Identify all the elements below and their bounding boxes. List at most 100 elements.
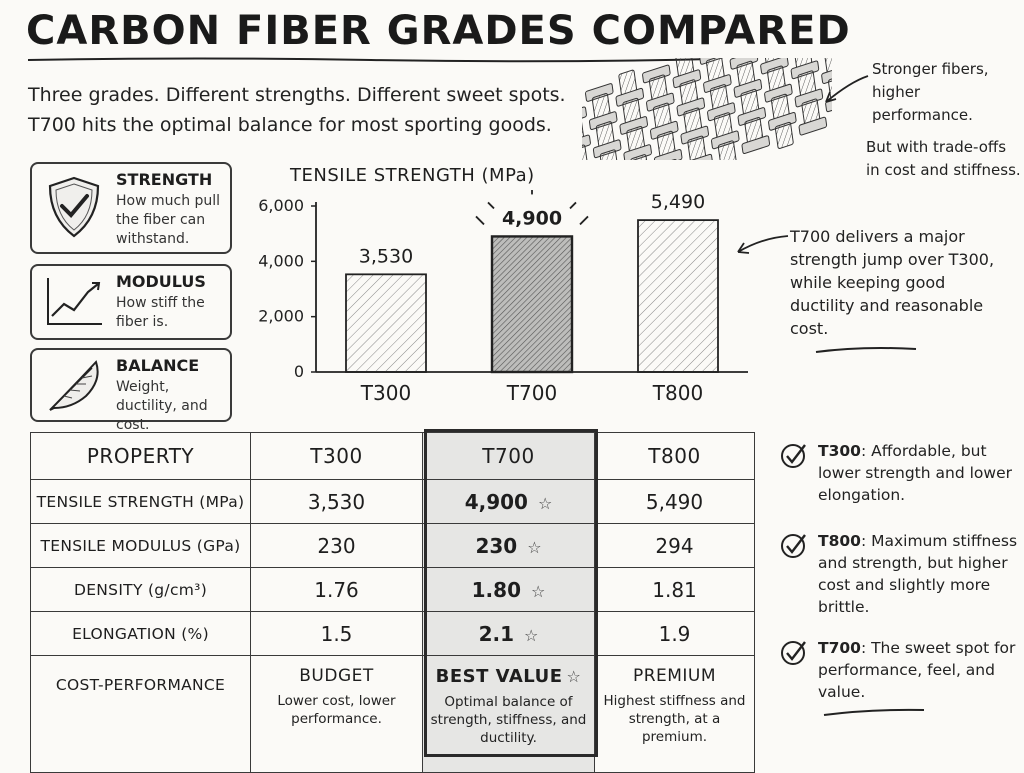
cell-t700: BEST VALUE ☆ Optimal balance of strength,… (422, 655, 595, 773)
summary-item-t700: T700: The sweet spot for performance, fe… (780, 637, 1018, 703)
arrow-icon (825, 75, 869, 103)
table-row: DENSITY (g/cm³) 1.76 1.80 ☆ 1.81 (30, 567, 755, 612)
bar-value-label: 5,490 (651, 191, 705, 213)
weave-tile (717, 140, 737, 160)
weave-tile (741, 135, 771, 155)
cell-t800: 294 (594, 523, 755, 568)
cell-t700-value: 4,900 (464, 489, 528, 514)
modulus-card-title: MODULUS (116, 272, 206, 291)
cost-tier-t300: BUDGET (299, 666, 374, 686)
weave-tile (824, 58, 832, 75)
cost-desc-t700: Optimal balance of strength, stiffness, … (430, 694, 587, 746)
summary-name: T300 (818, 442, 861, 460)
summary-item-t300: T300: Affordable, but lower strength and… (780, 440, 1018, 506)
title-underline (27, 57, 713, 63)
summary-text: : Maximum stiffness and strength, but hi… (818, 532, 1018, 616)
table-row: TENSILE MODULUS (GPa) 230 230 ☆ 294 (30, 523, 755, 568)
star-icon: ☆ (531, 581, 546, 601)
carbon-weave-illustration (582, 58, 832, 160)
weave-tile (825, 93, 832, 113)
summary-name: T700 (818, 639, 861, 657)
weave-tile (774, 121, 794, 149)
summary-item-t800: T800: Maximum stiffness and strength, bu… (780, 530, 1018, 618)
balance-card-desc: Weight, ductility, and cost. (116, 379, 208, 433)
weave-tile (821, 65, 832, 84)
y-tick-label: 2,000 (258, 307, 304, 326)
cell-t800: 5,490 (594, 479, 755, 524)
cell-t300: 230 (250, 523, 423, 568)
cell-t700: 2.1 ☆ (422, 611, 595, 656)
x-tick-label: T300 (360, 381, 411, 405)
cell-t700: 4,900 ☆ (422, 479, 595, 524)
summary-name: T800 (818, 532, 861, 550)
weave-tile (687, 135, 707, 160)
header-t800: T800 (594, 432, 755, 480)
weave-tile (798, 116, 828, 136)
cell-t700-value: 2.1 (478, 621, 515, 646)
weave-tile (684, 153, 713, 160)
row-label: ELONGATION (%) (30, 611, 251, 656)
bar-t700 (490, 235, 574, 374)
weave-tile (582, 144, 589, 160)
summary-underline (823, 708, 925, 716)
cell-t700-value: 230 (475, 533, 518, 558)
star-icon: ☆ (524, 625, 539, 645)
row-label: DENSITY (g/cm³) (30, 567, 251, 612)
highlight-burst (569, 201, 577, 210)
feather-icon (49, 360, 99, 411)
weave-tile (599, 149, 619, 160)
bar-t300 (345, 273, 427, 373)
star-icon: ☆ (527, 537, 542, 557)
header-t700: T700 (422, 432, 595, 480)
bar-value-label: 3,530 (359, 245, 413, 267)
weave-note-2: But with trade-offs in cost and stiffnes… (866, 138, 1021, 179)
bar-t800 (637, 219, 719, 373)
table-row: TENSILE STRENGTH (MPa) 3,530 4,900 ☆ 5,49… (30, 479, 755, 524)
y-tick-label: 6,000 (258, 196, 304, 215)
row-label: TENSILE STRENGTH (MPa) (30, 479, 251, 524)
comparison-table: PROPERTY T300 T700 T800 TENSILE STRENGTH… (30, 432, 755, 773)
bar-value-label: 4,900 (502, 207, 562, 229)
check-circle-icon (781, 444, 806, 468)
weave-tile (653, 149, 683, 160)
weave-tile (630, 154, 650, 160)
cost-tier-t800: PREMIUM (632, 666, 717, 686)
strength-card-title: STRENGTH (116, 170, 213, 189)
weave-note-1: Stronger fibers, higher performance. (872, 60, 989, 124)
chart-note-underline (815, 347, 917, 353)
balance-card-title: BALANCE (116, 356, 200, 375)
chart-note: T700 delivers a major strength jump over… (790, 227, 995, 338)
row-label: TENSILE MODULUS (GPa) (30, 523, 251, 568)
header-property: PROPERTY (30, 432, 251, 480)
balance-card: BALANCE Weight, ductility, and cost. (30, 348, 232, 433)
y-tick-label: 0 (294, 362, 304, 381)
weave-tile (582, 106, 587, 126)
chart-note-arrow-icon (737, 235, 789, 254)
cost-tier-t700-label: BEST VALUE (435, 666, 563, 687)
row-label: COST-PERFORMANCE (30, 655, 251, 773)
table-header-row: PROPERTY T300 T700 T800 (30, 432, 755, 480)
star-icon: ☆ (537, 493, 553, 513)
modulus-card-desc: How stiff the fiber is. (116, 295, 205, 330)
star-icon: ☆ (566, 667, 582, 686)
x-tick-label: T700 (506, 381, 557, 405)
cell-t700: 1.80 ☆ (422, 567, 595, 612)
weave-tile (582, 116, 585, 144)
intro-line-1: Three grades. Different strengths. Diffe… (28, 84, 566, 106)
summary-text: : Affordable, but lower strength and low… (818, 442, 1012, 504)
x-tick-label: T800 (652, 381, 703, 405)
cost-desc-t800: Highest stiffness and strength, at a pre… (603, 693, 746, 745)
cell-t800: 1.9 (594, 611, 755, 656)
strength-card: STRENGTH How much pull the fiber can wit… (30, 162, 232, 254)
cost-tier-t700: BEST VALUE ☆ (423, 666, 594, 687)
cell-t300: 1.76 (250, 567, 423, 612)
cell-t800: 1.81 (594, 567, 755, 612)
chart-title: TENSILE STRENGTH (MPa) (290, 165, 535, 186)
strength-card-desc: How much pull the fiber can withstand. (116, 193, 221, 247)
highlight-burst (475, 215, 485, 226)
shield-check-icon (48, 176, 100, 238)
table-row-cost: COST-PERFORMANCE BUDGET Lower cost, lowe… (30, 655, 755, 773)
rising-chart-icon (47, 278, 102, 325)
cell-t700-value: 1.80 (471, 577, 521, 602)
modulus-card: MODULUS How stiff the fiber is. (30, 264, 232, 340)
